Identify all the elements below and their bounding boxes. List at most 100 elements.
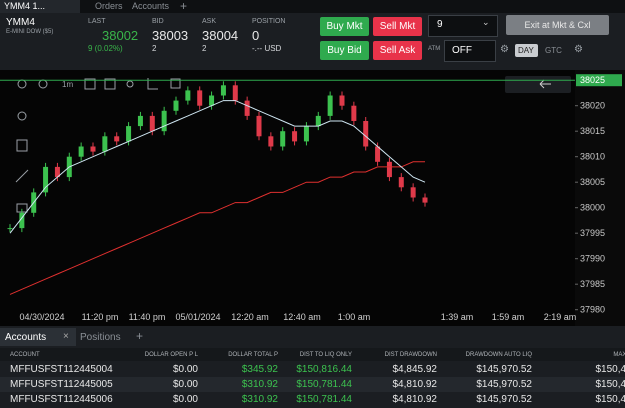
x-tick-label: 1:00 am [338,312,371,322]
cell: $310.92 [241,394,278,405]
candle [268,136,274,147]
candle [280,131,286,147]
candle [173,100,179,111]
cell: $4,845.92 [392,364,438,375]
label: POSITION [252,18,286,25]
y-tick-label: 38000 [580,203,605,213]
interval[interactable]: 1m [62,80,73,89]
table-row [0,392,625,407]
cell: $4,810.92 [392,394,438,405]
candle [43,166,49,193]
candle [256,115,262,137]
atm-value: OFF [452,45,472,56]
position: 0 [252,28,260,43]
bid: 38003 [152,28,189,43]
candle [363,121,369,147]
y-tick-label: 37995 [580,228,605,238]
change: 9 (0.02%) [88,44,123,53]
candle [410,187,416,198]
cell: $0.00 [172,379,198,390]
add-tab[interactable]: + [136,329,144,343]
label: ASK [202,18,217,25]
cell: $310.92 [241,379,278,390]
exit-button[interactable]: Exit at Mkt & Cxl [506,15,609,35]
tif[interactable]: DAY [518,46,534,55]
column-header: DOLLAR TOTAL P [228,352,278,358]
cell: $145,970.52 [476,379,532,390]
table-row [0,377,625,392]
tab[interactable]: Accounts [132,1,170,11]
cell: $150,781.44 [296,379,352,390]
candle [375,146,381,162]
instrument-name: E-MINI DOW ($5) [6,29,54,35]
cell: MFFUSFST112445006 [10,394,113,405]
dropdown-arrow: ⌄ [482,17,490,27]
candle [351,105,357,121]
x-tick-label: 05/01/2024 [175,312,220,322]
y-tick-label: 38020 [580,101,605,111]
y-tick-label: 37985 [580,279,605,289]
candle [149,115,155,132]
x-tick-label: 04/30/2024 [19,312,64,322]
close-tab[interactable]: × [63,331,69,342]
chart: 1m 38020 38015 38010 38005 38000 37995 37990 37… [0,70,625,326]
candle [7,228,13,230]
candle [185,90,191,101]
last-price: 38002 [102,28,139,43]
y-tick-label: 37990 [580,254,605,264]
candle [339,95,345,106]
cell: $150,470. [595,364,625,375]
column-header: DIST TO LIQ ONLY [299,352,352,358]
candle [244,100,250,116]
candle [315,115,321,127]
tab-bar [0,0,625,13]
cell: MFFUSFST112445005 [10,379,113,390]
tab[interactable]: Orders [95,1,123,11]
candle [220,85,226,96]
candle [90,146,96,152]
tab-active[interactable] [0,0,80,13]
add-tab[interactable]: + [180,0,188,13]
tif-active[interactable] [515,44,538,57]
cell: $150,816.44 [296,364,352,375]
column-header: DOLLAR OPEN P L [144,352,198,358]
panel-tab[interactable]: Positions [80,332,121,343]
tab[interactable]: YMM4 1... [4,1,46,11]
y-tick-label: 38015 [580,126,605,136]
quantity: 9 [437,19,443,30]
candle [232,85,238,101]
x-tick-label: 2:19 am [544,312,577,322]
cell: MFFUSFST112445004 [10,364,113,375]
candle [19,212,25,229]
cell: $0.00 [172,364,198,375]
panel-tab-active[interactable] [0,328,76,346]
settings-icon[interactable]: ⚙ [574,44,583,55]
ask-size: 2 [202,44,207,53]
table-header [0,348,625,361]
symbol: YMM4 [6,17,35,28]
price-marker [576,74,622,87]
cell: $145,970.52 [476,364,532,375]
buy-mkt-button[interactable]: Buy Mkt [320,17,369,36]
atm-select[interactable] [444,40,496,62]
x-tick-label: 11:20 pm [82,312,119,322]
cell: $145,970.52 [476,394,532,405]
sell-mkt-button[interactable]: Sell Mkt [373,17,422,36]
label: LAST [88,18,106,25]
column-header: DIST DRAWDOWN [384,352,437,358]
cell: $4,810.92 [392,379,438,390]
quantity-input[interactable] [428,15,498,37]
panel-tab[interactable]: Accounts [5,332,47,343]
label: BID [152,18,164,25]
candle [327,95,333,116]
y-tick-label: 38010 [580,152,605,162]
buy-bid-button[interactable]: Buy Bid [320,41,369,60]
candle [78,146,84,157]
candle [398,177,404,188]
price-marker-label: 38025 [580,75,605,85]
price-axis [575,70,625,326]
sell-ask-button[interactable]: Sell Ask [373,41,422,60]
tif[interactable]: GTC [545,46,562,55]
settings-icon[interactable]: ⚙ [500,44,509,55]
